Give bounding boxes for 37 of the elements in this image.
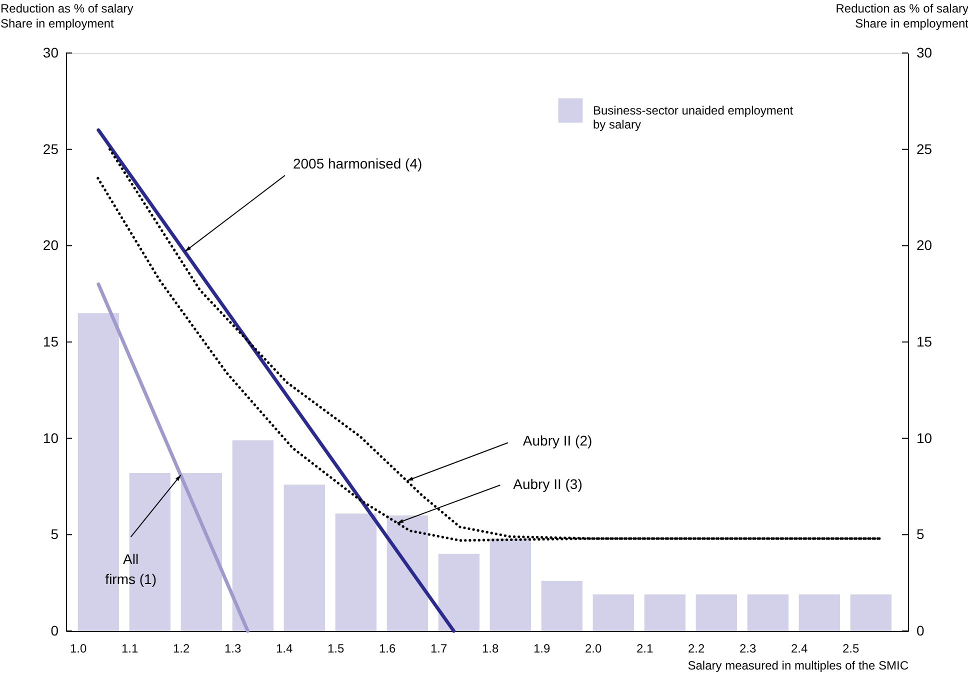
x-tick-label: 1.2: [173, 642, 190, 656]
y-tick-label: 15: [42, 334, 59, 350]
y2-tick-label: 0: [916, 622, 924, 638]
x-tick-label: 2.3: [739, 642, 756, 656]
y2-tick-label: 20: [916, 237, 932, 254]
x-tick-label: 2.2: [688, 642, 705, 656]
x-tick-label: 1.8: [482, 642, 499, 656]
x-tick-label: 2.4: [790, 642, 808, 656]
y2-tick-label: 30: [916, 44, 932, 60]
x-tick-label: 1.0: [70, 642, 88, 656]
y-tick-label: 30: [42, 44, 59, 60]
x-tick-label: 1.3: [224, 642, 242, 656]
y-tick-label: 5: [50, 526, 59, 542]
x-tick-label: 1.1: [122, 642, 139, 656]
legend-label: Business-sector unaided employment by salary: [593, 104, 794, 132]
annotation: 2005 harmonised (4): [292, 155, 422, 172]
y2-tick-label: 15: [916, 334, 932, 350]
y-tick-label: 10: [42, 430, 59, 446]
y-tick-label: 25: [42, 140, 59, 157]
x-tick-label: 2.0: [584, 642, 602, 656]
y2-tick-label: 10: [916, 430, 932, 446]
y2-tick-label: 5: [916, 526, 924, 542]
y-tick-label: 0: [50, 622, 59, 638]
y-tick-label: 20: [42, 237, 59, 254]
y2-tick-label: 25: [916, 140, 932, 157]
annotation: Aubry II (2): [522, 432, 592, 449]
x-axis-title: Salary measured in multiples of the SMIC: [688, 658, 909, 672]
annotation: Aubry II (3): [513, 476, 582, 492]
x-tick-label: 1.4: [276, 642, 294, 656]
x-tick-label: 1.6: [378, 642, 396, 656]
y-axis-title: Reduction as % of salary Share in employment: [0, 2, 134, 30]
x-tick-label: 1.9: [533, 642, 550, 656]
x-tick-label: 2.1: [636, 642, 654, 656]
x-tick-label: 2.5: [842, 642, 860, 656]
annotation: All firms (1): [105, 550, 157, 587]
x-tick-label: 1.7: [430, 642, 448, 656]
x-tick-label: 1.5: [327, 642, 344, 656]
